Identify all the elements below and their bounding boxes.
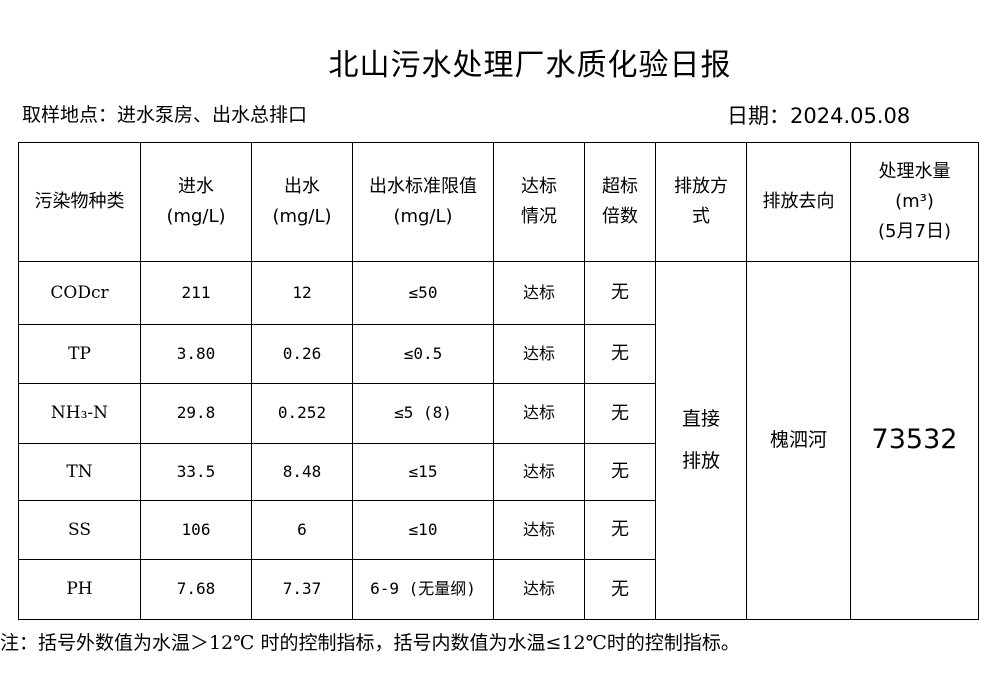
effluent-cell: 0.26 — [251, 324, 353, 384]
discharge-mode-cell: 直接 排放 — [655, 261, 747, 620]
effluent-cell: 6 — [251, 500, 353, 560]
compliance-cell: 达标 — [493, 443, 585, 501]
header-destination: 排放去向 — [746, 142, 851, 262]
compliance-cell: 达标 — [493, 500, 585, 560]
report-date: 日期：2024.05.08 — [727, 104, 911, 128]
limit-cell: ≤15 — [352, 443, 494, 501]
exceed-cell: 无 — [584, 443, 656, 501]
effluent-cell: 8.48 — [251, 443, 353, 501]
exceed-cell: 无 — [584, 500, 656, 560]
compliance-cell: 达标 — [493, 383, 585, 444]
header-compliance-line1: 达标 — [521, 176, 557, 198]
water-quality-table: 污染物种类 进水 (mg/L) 出水 (mg/L) 出水标准限值 (mg/L) … — [18, 142, 979, 620]
header-compliance-line2: 情况 — [521, 206, 557, 227]
header-volume-label: 处理水量 — [878, 161, 951, 183]
influent-cell: 7.68 — [140, 559, 252, 620]
header-pollutant: 污染物种类 — [18, 142, 141, 262]
header-volume-unit: (m³) — [895, 191, 934, 213]
pollutant-cell: TP — [18, 324, 141, 384]
header-exceed-line1: 超标 — [602, 176, 638, 198]
limit-cell: ≤5 (8) — [352, 383, 494, 444]
influent-cell: 3.80 — [140, 324, 252, 384]
footnote: 注：括号外数值为水温＞12℃ 时的控制指标，括号内数值为水温≤12℃时的控制指标… — [0, 632, 740, 654]
discharge-mode-line2: 排放 — [681, 449, 720, 472]
volume-cell: 73532 — [850, 261, 979, 620]
influent-cell: 211 — [140, 261, 252, 325]
limit-cell: ≤50 — [352, 261, 494, 325]
influent-cell: 106 — [140, 500, 252, 560]
report-title: 北山污水处理厂水质化验日报 — [328, 48, 732, 83]
header-limit-unit: (mg/L) — [393, 206, 453, 227]
table-row: PH 7.68 7.37 6-9 (无量纲) 达标 无 — [18, 559, 979, 620]
header-limit-label: 出水标准限值 — [369, 176, 477, 198]
table-header-row: 污染物种类 进水 (mg/L) 出水 (mg/L) 出水标准限值 (mg/L) … — [18, 142, 979, 262]
discharge-mode-line1: 直接 — [681, 407, 720, 430]
exceed-cell: 无 — [584, 324, 656, 384]
limit-cell: 6-9 (无量纲) — [352, 559, 494, 620]
header-effluent-label: 出水 — [284, 176, 320, 198]
compliance-cell: 达标 — [493, 559, 585, 620]
influent-cell: 29.8 — [140, 383, 252, 444]
effluent-cell: 7.37 — [251, 559, 353, 620]
pollutant-cell: SS — [18, 500, 141, 560]
header-limit: 出水标准限值 (mg/L) — [352, 142, 494, 262]
header-exceed: 超标 倍数 — [584, 142, 656, 262]
table-row: TN 33.5 8.48 ≤15 达标 无 — [18, 443, 979, 501]
effluent-cell: 12 — [251, 261, 353, 325]
header-volume-date: (5月7日) — [878, 220, 951, 242]
table-row: SS 106 6 ≤10 达标 无 — [18, 500, 979, 560]
header-influent-unit: (mg/L) — [166, 206, 226, 227]
header-influent-label: 进水 — [178, 176, 214, 198]
pollutant-cell: CODcr — [18, 261, 141, 325]
header-discharge-mode: 排放方 式 — [655, 142, 747, 262]
table-row: NH₃-N 29.8 0.252 ≤5 (8) 达标 无 — [18, 383, 979, 444]
compliance-cell: 达标 — [493, 261, 585, 325]
header-compliance: 达标 情况 — [493, 142, 585, 262]
header-effluent: 出水 (mg/L) — [251, 142, 353, 262]
header-exceed-line2: 倍数 — [602, 206, 638, 227]
destination-cell: 槐泗河 — [746, 261, 851, 620]
effluent-cell: 0.252 — [251, 383, 353, 444]
header-influent: 进水 (mg/L) — [140, 142, 252, 262]
table-row: TP 3.80 0.26 ≤0.5 达标 无 — [18, 324, 979, 384]
sampling-location: 取样地点：进水泵房、出水总排口 — [22, 104, 308, 126]
header-discharge-mode-line1: 排放方 — [674, 176, 728, 198]
header-effluent-unit: (mg/L) — [272, 206, 332, 227]
influent-cell: 33.5 — [140, 443, 252, 501]
limit-cell: ≤10 — [352, 500, 494, 560]
exceed-cell: 无 — [584, 383, 656, 444]
table-row: CODcr 211 12 ≤50 达标 无 直接 排放 槐泗河 73532 — [18, 261, 979, 620]
compliance-cell: 达标 — [493, 324, 585, 384]
exceed-cell: 无 — [584, 261, 656, 325]
pollutant-cell: TN — [18, 443, 141, 501]
exceed-cell: 无 — [584, 559, 656, 620]
pollutant-cell: PH — [18, 559, 141, 620]
limit-cell: ≤0.5 — [352, 324, 494, 384]
header-volume: 处理水量 (m³) (5月7日) — [850, 142, 979, 262]
header-discharge-mode-line2: 式 — [692, 206, 710, 227]
pollutant-cell: NH₃-N — [18, 383, 141, 444]
